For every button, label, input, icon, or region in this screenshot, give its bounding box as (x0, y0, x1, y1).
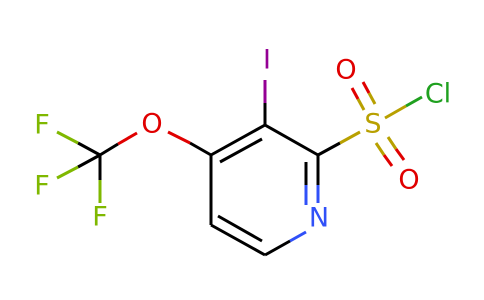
atom-label: F (34, 110, 50, 141)
bond (394, 148, 406, 161)
bond (219, 137, 263, 164)
bond (356, 98, 366, 111)
bond (289, 230, 307, 243)
bond (217, 214, 263, 243)
bond (386, 136, 398, 150)
bond (99, 142, 119, 157)
atom-labels: I O S O O Cl N F F F (34, 45, 451, 234)
bond (210, 223, 266, 257)
bond (339, 130, 361, 145)
bond (77, 141, 101, 157)
bond (189, 141, 212, 157)
bond (264, 239, 291, 257)
bond (210, 123, 266, 157)
atom-label: O (141, 109, 162, 140)
atom-label: O (398, 165, 419, 196)
atom-label: S (364, 109, 381, 140)
bond (350, 87, 360, 100)
bond (77, 153, 101, 169)
atom-label: Cl (425, 79, 451, 110)
bond (167, 130, 191, 145)
bond (367, 92, 377, 105)
bond (382, 154, 394, 167)
bonds (56, 80, 423, 257)
bond (56, 165, 79, 180)
bond (117, 131, 138, 146)
bond (317, 141, 341, 157)
bond (264, 123, 319, 157)
bond (384, 104, 407, 120)
atom-label: F (92, 202, 108, 233)
bond (361, 81, 371, 94)
atom-label: N (309, 203, 329, 234)
atom-label: I (263, 45, 271, 76)
bond (405, 95, 423, 108)
atom-label: F (34, 171, 50, 202)
atom-label: O (335, 55, 356, 86)
bond (374, 142, 386, 156)
bond (56, 130, 79, 145)
